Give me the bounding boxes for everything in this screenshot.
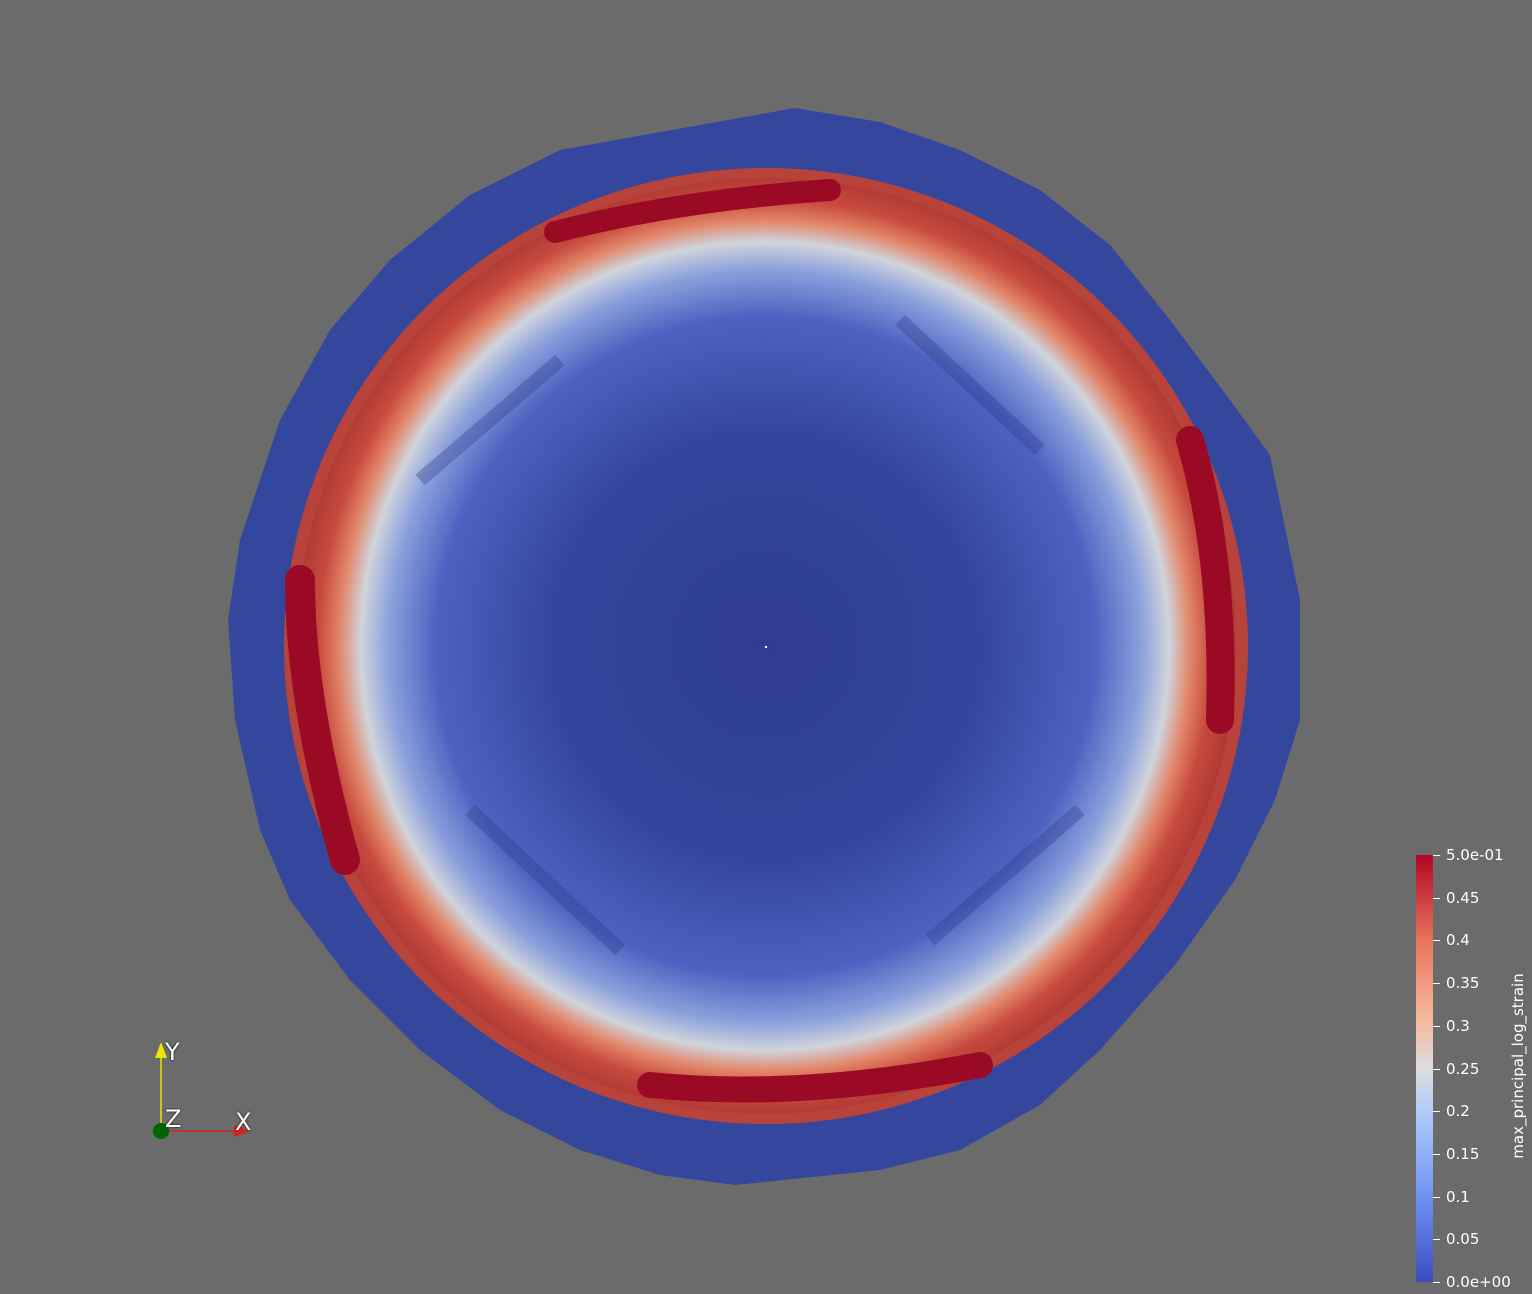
color-legend-tick-label: 5.0e-01 [1446, 846, 1504, 864]
z-axis-label: Z [165, 1105, 182, 1133]
color-legend-tick [1433, 855, 1440, 856]
color-legend-tick [1433, 1069, 1440, 1070]
color-legend-tick-label: 0.05 [1446, 1230, 1480, 1248]
color-legend-tick-label: 0.1 [1446, 1188, 1470, 1206]
y-axis-arrow [155, 1042, 167, 1058]
color-legend-tick-label: 0.4 [1446, 931, 1470, 949]
color-legend-tick-label: 0.2 [1446, 1102, 1470, 1120]
shear-bands [415, 314, 1085, 956]
color-legend-tick [1433, 1111, 1440, 1112]
x-axis-arrow [234, 1125, 250, 1137]
color-legend-tick-label: 0.15 [1446, 1145, 1480, 1163]
color-legend-tick [1433, 1282, 1440, 1283]
color-legend-bar[interactable] [1416, 855, 1433, 1282]
color-legend-tick-label: 0.45 [1446, 889, 1480, 907]
color-legend-title: max_principal_log_strain [1509, 973, 1527, 1159]
center-point [764, 645, 768, 649]
color-legend-tick [1433, 1026, 1440, 1027]
color-legend-tick [1433, 1239, 1440, 1240]
color-legend-tick [1433, 940, 1440, 941]
max-strain-regions [285, 179, 1235, 1103]
color-legend-tick [1433, 983, 1440, 984]
color-legend-tick [1433, 1154, 1440, 1155]
color-legend-tick-label: 0.3 [1446, 1017, 1470, 1035]
z-axis-dot [153, 1123, 169, 1139]
x-axis-label: X [235, 1108, 252, 1136]
y-axis-label: Y [165, 1038, 180, 1066]
color-legend-tick-label: 0.25 [1446, 1060, 1480, 1078]
color-legend-tick-label: 0.35 [1446, 974, 1480, 992]
color-legend-tick [1433, 898, 1440, 899]
color-legend-tick [1433, 1197, 1440, 1198]
orientation-axes [153, 1042, 250, 1139]
color-legend-tick-label: 0.0e+00 [1446, 1273, 1511, 1291]
